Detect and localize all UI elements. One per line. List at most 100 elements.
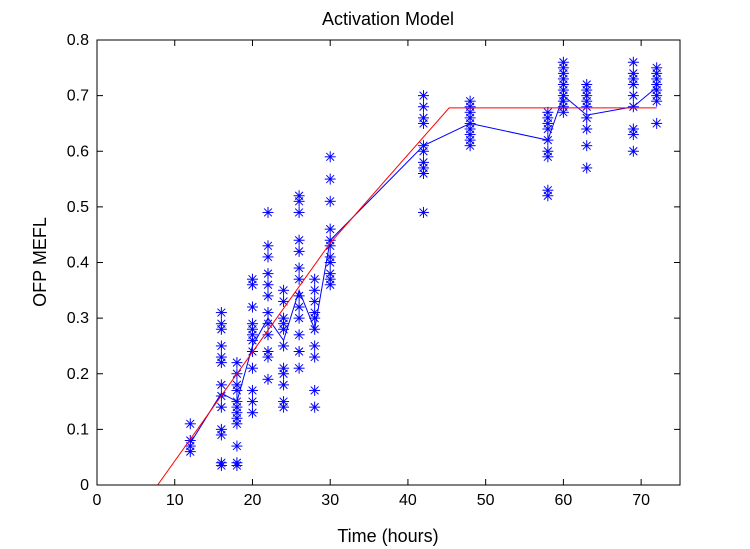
asterisk-stroke (325, 174, 335, 184)
asterisk-stroke (325, 224, 335, 234)
data-point (651, 117, 663, 129)
y-tick-label: 0.3 (67, 310, 89, 327)
data-point (651, 95, 663, 107)
y-tick-label: 0.1 (67, 421, 89, 438)
asterisk-stroke (248, 302, 257, 312)
asterisk-stroke (248, 336, 257, 345)
asterisk-stroke (279, 297, 288, 306)
data-point (293, 273, 305, 285)
asterisk-stroke (217, 325, 226, 334)
asterisk-stroke (559, 108, 568, 117)
data-point (557, 106, 569, 118)
data-point (542, 190, 554, 202)
y-tick-label: 0.2 (67, 366, 89, 383)
data-point (309, 312, 321, 324)
data-point (417, 101, 429, 113)
data-point (262, 206, 274, 218)
data-point (627, 145, 639, 157)
asterisk-stroke (582, 124, 591, 134)
asterisk-stroke (582, 102, 591, 111)
asterisk-stroke (419, 208, 428, 217)
data-point (215, 340, 227, 352)
data-point (231, 460, 243, 472)
asterisk-stroke (310, 274, 319, 284)
asterisk-stroke (232, 419, 242, 429)
data-point (184, 418, 196, 430)
x-tick-label: 60 (555, 492, 573, 509)
asterisk-stroke (263, 208, 273, 217)
asterisk-stroke (248, 280, 257, 289)
y-tick-label: 0 (80, 477, 89, 494)
asterisk-stroke (652, 96, 661, 106)
data-point (215, 323, 227, 335)
data-point (215, 460, 227, 472)
data-point (627, 129, 639, 141)
asterisk-stroke (217, 380, 226, 390)
data-point (231, 440, 243, 452)
y-tick-label: 0.5 (67, 199, 89, 216)
chart-title: Activation Model (322, 9, 454, 29)
data-point (246, 362, 258, 374)
y-tick-label: 0.4 (67, 255, 89, 272)
asterisk-stroke (629, 58, 638, 67)
data-point (262, 307, 274, 319)
mean-line (189, 86, 658, 444)
asterisk-stroke (263, 375, 273, 384)
data-point (262, 351, 274, 363)
data-point (246, 396, 258, 408)
y-axis-label: OFP MEFL (30, 217, 50, 307)
asterisk-stroke (419, 169, 428, 178)
data-point (262, 240, 274, 252)
data-point (293, 329, 305, 341)
asterisk-stroke (263, 269, 273, 278)
data-point (246, 384, 258, 396)
asterisk-stroke (543, 124, 553, 134)
x-tick-label: 70 (632, 492, 650, 509)
asterisk-stroke (543, 191, 553, 200)
data-point (293, 312, 305, 324)
data-point (278, 379, 290, 391)
y-tick-label: 0.8 (67, 32, 89, 49)
asterisk-stroke (294, 347, 304, 356)
asterisk-stroke (310, 402, 319, 412)
data-point (215, 357, 227, 369)
data-point (293, 362, 305, 374)
asterisk-stroke (186, 447, 195, 456)
data-point (324, 173, 336, 185)
asterisk-stroke (294, 236, 304, 245)
data-point (581, 101, 593, 113)
data-point (184, 446, 196, 458)
asterisk-stroke (310, 297, 319, 306)
asterisk-stroke (294, 247, 304, 256)
data-point (309, 351, 321, 363)
data-point (262, 373, 274, 385)
x-tick-label: 30 (321, 492, 339, 509)
x-tick-label: 10 (166, 492, 184, 509)
data-point (293, 262, 305, 274)
data-point (262, 290, 274, 302)
data-point (627, 79, 639, 90)
asterisk-stroke (325, 280, 335, 289)
x-tick-label: 50 (477, 492, 495, 509)
asterisk-stroke (294, 208, 304, 217)
x-tick-label: 40 (399, 492, 417, 509)
data-layer (157, 56, 663, 485)
asterisk-stroke (248, 386, 257, 395)
asterisk-stroke (248, 408, 257, 417)
asterisk-stroke (263, 291, 273, 301)
data-point (293, 245, 305, 257)
asterisk-stroke (543, 152, 553, 162)
asterisk-stroke (232, 441, 242, 451)
y-tick-label: 0.7 (67, 88, 89, 105)
x-tick-label: 20 (244, 492, 262, 509)
asterisk-stroke (263, 252, 273, 262)
data-point (324, 151, 336, 163)
data-point (293, 301, 305, 313)
asterisk-stroke (310, 341, 319, 351)
data-point (278, 340, 290, 352)
asterisk-stroke (582, 141, 591, 150)
asterisk-stroke (465, 141, 475, 150)
data-point (464, 140, 476, 152)
asterisk-stroke (279, 402, 288, 412)
